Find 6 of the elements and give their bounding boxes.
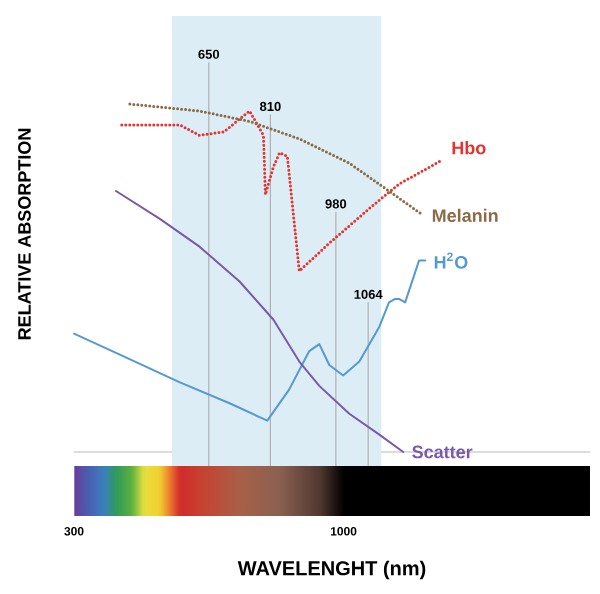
- x-axis-title: WAVELENGHT (nm): [237, 560, 426, 580]
- series-label: Scatter: [412, 445, 473, 459]
- y-axis-title: RELATIVE ABSORPTION: [18, 128, 31, 340]
- series-label: Hbo: [452, 141, 486, 155]
- series-label: H$^{2}$O: [434, 252, 468, 269]
- series-label: Melanin: [432, 208, 498, 222]
